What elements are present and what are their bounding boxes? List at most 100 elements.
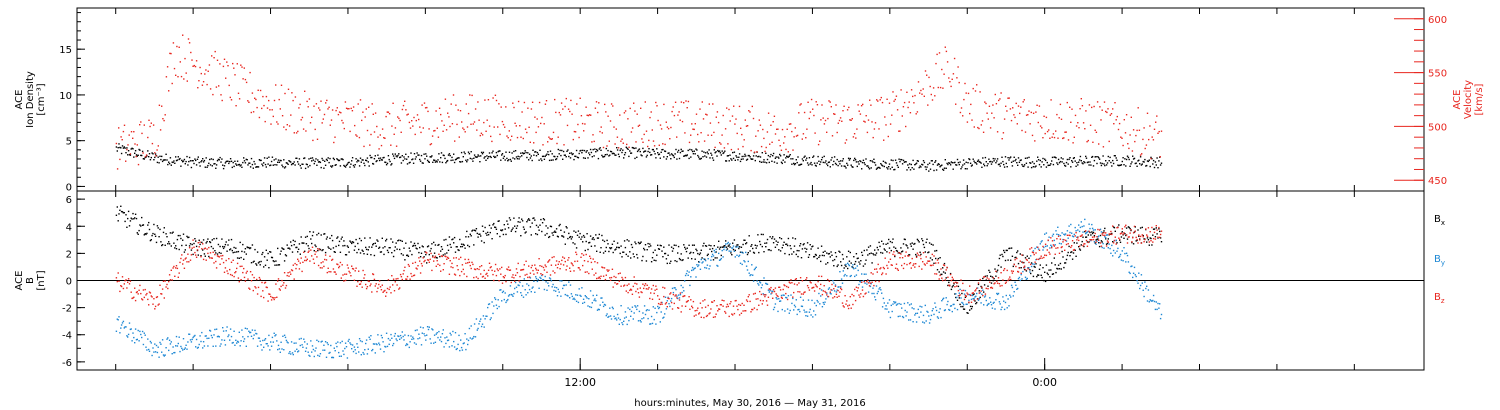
data-point	[814, 253, 817, 256]
data-point	[536, 118, 538, 120]
data-point	[447, 257, 450, 259]
data-point	[608, 140, 610, 142]
data-point	[1152, 234, 1154, 236]
data-point	[1041, 127, 1043, 129]
data-point	[388, 288, 390, 291]
data-point	[729, 120, 731, 122]
data-point	[1030, 162, 1032, 164]
data-point	[761, 284, 763, 286]
data-point	[461, 264, 464, 266]
data-point	[429, 143, 431, 146]
data-point	[772, 152, 775, 155]
data-point	[424, 251, 426, 253]
data-point	[948, 162, 950, 164]
data-point	[1146, 237, 1149, 239]
data-point	[797, 309, 799, 311]
data-point	[902, 243, 905, 245]
data-point	[701, 150, 703, 152]
data-point	[777, 310, 779, 313]
data-point	[548, 153, 550, 156]
data-point	[151, 234, 153, 237]
data-point	[1016, 162, 1018, 164]
data-point	[579, 97, 581, 99]
data-point	[323, 167, 325, 169]
data-point	[336, 237, 338, 239]
data-point	[581, 287, 583, 289]
data-point	[605, 314, 607, 317]
data-point	[1016, 123, 1018, 125]
data-point	[215, 167, 217, 169]
data-point	[427, 160, 430, 163]
data-point	[772, 121, 774, 123]
data-point	[161, 288, 164, 290]
data-point	[893, 246, 895, 248]
data-point	[1107, 155, 1109, 158]
data-point	[940, 165, 942, 167]
data-point	[507, 227, 510, 229]
data-point	[254, 329, 256, 332]
data-point	[429, 338, 431, 340]
data-point	[591, 302, 593, 304]
data-point	[969, 162, 972, 164]
data-point	[945, 50, 948, 53]
data-point	[317, 354, 319, 357]
data-point	[723, 151, 725, 154]
data-point	[244, 162, 247, 164]
data-point	[232, 251, 234, 254]
data-point	[849, 251, 851, 254]
data-point	[542, 144, 544, 146]
data-point	[309, 260, 311, 262]
data-point	[412, 336, 414, 338]
data-point	[533, 142, 535, 144]
data-point	[1059, 262, 1062, 265]
data-point	[350, 275, 352, 277]
data-point	[815, 165, 817, 167]
data-point	[755, 266, 757, 268]
data-point	[606, 145, 608, 147]
data-point	[225, 259, 227, 262]
data-point	[628, 146, 630, 148]
data-point	[200, 256, 202, 258]
data-point	[134, 143, 136, 145]
data-point	[447, 154, 450, 156]
data-point	[291, 269, 294, 272]
data-point	[840, 160, 842, 162]
data-point	[532, 217, 534, 220]
data-point	[554, 230, 556, 232]
data-point	[147, 150, 149, 152]
data-point	[316, 256, 318, 258]
data-point	[164, 244, 166, 246]
data-point	[412, 162, 415, 164]
data-point	[519, 281, 521, 284]
data-point	[846, 162, 848, 165]
data-point	[382, 341, 384, 343]
data-point	[922, 240, 924, 242]
data-point	[615, 248, 617, 250]
data-point	[858, 163, 860, 165]
data-point	[781, 162, 783, 165]
data-point	[209, 164, 212, 166]
data-point	[388, 247, 390, 249]
data-point	[460, 339, 462, 341]
data-point	[1057, 264, 1060, 266]
data-point	[1037, 248, 1040, 250]
data-point	[1111, 244, 1113, 247]
data-point	[567, 295, 569, 297]
data-point	[860, 281, 862, 283]
data-point	[1004, 259, 1007, 262]
data-point	[1003, 166, 1006, 168]
data-point	[718, 259, 721, 261]
data-point	[630, 310, 633, 313]
data-point	[883, 139, 885, 141]
data-point	[138, 148, 140, 151]
data-point	[496, 154, 498, 157]
data-point	[514, 281, 517, 284]
data-point	[168, 241, 170, 243]
data-point	[394, 281, 396, 283]
data-point	[187, 236, 189, 239]
data-point	[790, 247, 792, 250]
data-point	[1125, 158, 1128, 161]
data-point	[170, 52, 172, 55]
data-point	[722, 114, 724, 117]
data-point	[992, 104, 994, 106]
